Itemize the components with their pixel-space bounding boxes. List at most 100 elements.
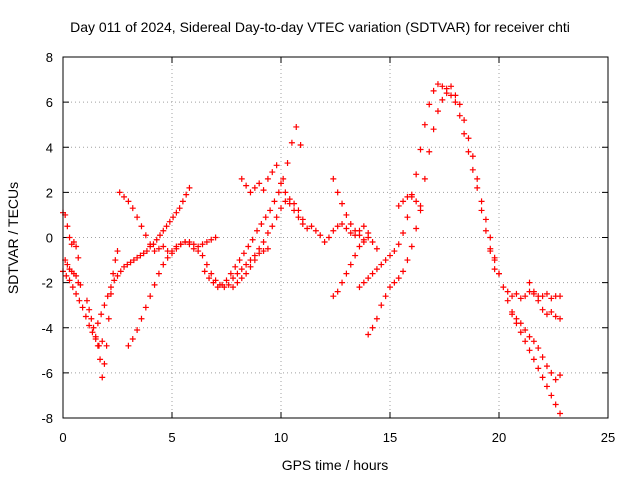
data-point xyxy=(382,293,389,300)
data-point xyxy=(157,232,164,239)
y-tick-label: 0 xyxy=(46,231,53,246)
data-point xyxy=(426,148,433,155)
data-point xyxy=(116,189,123,196)
series-track-f xyxy=(116,189,271,291)
data-point xyxy=(155,245,162,252)
data-point xyxy=(430,87,437,94)
data-point xyxy=(469,153,476,160)
data-point xyxy=(97,356,104,363)
data-point xyxy=(245,243,252,250)
data-point xyxy=(66,277,73,284)
data-point xyxy=(111,277,118,284)
data-point xyxy=(232,263,239,270)
data-point xyxy=(225,281,232,288)
data-point xyxy=(264,229,271,236)
data-point xyxy=(284,160,291,167)
data-point xyxy=(382,257,389,264)
data-point xyxy=(439,83,446,90)
data-point xyxy=(482,227,489,234)
data-point xyxy=(343,270,350,277)
ticks: 0 5 10 15 20 25 -8 -6 -4 -2 0 2 4 6 8 xyxy=(41,50,615,445)
y-tick-label: -2 xyxy=(41,276,53,291)
data-point xyxy=(208,236,215,243)
data-point xyxy=(160,261,167,268)
y-tick-label: 2 xyxy=(46,185,53,200)
data-point xyxy=(169,248,175,255)
data-point xyxy=(539,293,546,300)
data-point xyxy=(121,263,128,270)
data-point xyxy=(176,205,183,212)
data-point xyxy=(112,257,119,264)
data-point xyxy=(478,207,485,214)
data-point xyxy=(395,202,402,209)
data-point xyxy=(240,250,247,257)
data-point xyxy=(530,356,537,363)
data-point xyxy=(343,225,350,232)
data-point xyxy=(63,272,70,279)
data-point xyxy=(356,284,363,291)
data-point xyxy=(79,304,86,311)
data-point xyxy=(352,252,359,259)
data-point xyxy=(260,248,267,255)
data-point xyxy=(522,338,529,345)
data-point xyxy=(465,148,472,155)
y-tick-label: -4 xyxy=(41,321,53,336)
data-point xyxy=(89,329,96,336)
data-point xyxy=(365,275,372,282)
y-tick-label: 6 xyxy=(46,95,53,110)
data-point xyxy=(147,293,154,300)
data-point xyxy=(269,169,276,176)
data-point xyxy=(291,207,298,214)
data-point xyxy=(230,275,237,282)
data-point xyxy=(134,214,141,221)
data-point xyxy=(391,248,398,255)
data-point xyxy=(212,234,219,241)
series-track-s xyxy=(526,279,564,322)
data-point xyxy=(400,198,407,205)
data-point xyxy=(271,198,278,205)
data-point xyxy=(297,141,304,148)
data-point xyxy=(247,189,254,196)
data-point xyxy=(552,313,559,320)
data-point xyxy=(103,342,110,349)
data-point xyxy=(142,232,149,239)
data-point xyxy=(160,227,167,234)
data-point xyxy=(83,297,90,304)
data-point xyxy=(557,315,564,322)
data-point xyxy=(86,306,93,313)
y-axis-label: SDTVAR / TECUs xyxy=(5,182,21,294)
data-point xyxy=(395,275,402,282)
data-point xyxy=(487,234,494,241)
data-point xyxy=(517,295,524,302)
data-point xyxy=(73,243,80,250)
series-track-o xyxy=(395,191,424,214)
data-point xyxy=(548,392,555,399)
data-point xyxy=(75,254,82,261)
data-point xyxy=(138,223,145,230)
data-point xyxy=(256,245,263,252)
data-point xyxy=(129,205,136,212)
data-point xyxy=(539,306,546,313)
data-point xyxy=(312,227,319,234)
data-point xyxy=(208,270,215,277)
data-point xyxy=(66,234,73,241)
data-point xyxy=(552,401,559,408)
data-point xyxy=(186,239,193,246)
data-point xyxy=(387,284,393,291)
x-tick-label: 5 xyxy=(168,430,175,445)
data-point xyxy=(343,211,350,218)
data-point xyxy=(417,146,424,153)
series-track-e xyxy=(94,184,193,327)
data-point xyxy=(356,243,363,250)
data-point xyxy=(334,223,341,230)
data-point xyxy=(504,288,511,295)
x-tick-label: 20 xyxy=(492,430,506,445)
data-point xyxy=(107,284,114,291)
y-tick-label: -8 xyxy=(41,411,53,426)
series-track-i xyxy=(238,162,306,223)
data-point xyxy=(114,248,121,255)
data-point xyxy=(330,227,337,234)
data-point xyxy=(262,214,269,221)
data-point xyxy=(413,171,420,178)
data-point xyxy=(491,266,498,273)
